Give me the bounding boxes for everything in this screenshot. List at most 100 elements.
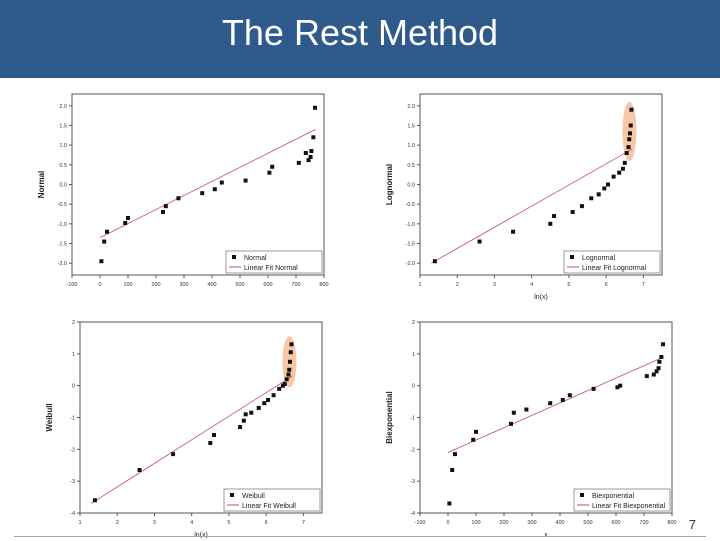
y-tick-label: 0.0 xyxy=(407,183,415,189)
data-point xyxy=(552,213,557,218)
y-tick-label: -1.0 xyxy=(58,222,67,228)
x-tick-label: 2 xyxy=(456,282,459,288)
x-tick-label: 5 xyxy=(227,520,230,526)
data-point xyxy=(548,401,553,406)
data-point xyxy=(262,401,267,406)
legend-box xyxy=(225,250,323,274)
y-axis-label: Weibull xyxy=(45,403,54,431)
data-point xyxy=(161,210,165,215)
y-tick-label: -1.5 xyxy=(58,242,67,248)
y-tick-label: -0.5 xyxy=(406,202,415,208)
slide-title: The Rest Method xyxy=(221,12,499,53)
legend-point-marker xyxy=(580,493,584,497)
x-tick-label: 0 xyxy=(98,282,101,288)
y-tick-label: 2.0 xyxy=(59,104,67,110)
fit-line xyxy=(447,356,664,453)
y-tick-label: 2 xyxy=(412,320,415,326)
y-tick-label: 0.5 xyxy=(59,163,67,169)
y-tick-label: 0 xyxy=(412,384,415,390)
x-tick-label: 100 xyxy=(471,520,480,526)
x-axis-label: ln(x) xyxy=(534,294,548,301)
data-point xyxy=(282,382,287,387)
lognormal-plot: 1 2 3 4 5 6 7 -2.0 -1.5 -1.0 -0.5 0.0 0.5 1.0 1.5 2.0 ln… xyxy=(385,93,663,301)
y-tick-label: -4 xyxy=(70,511,75,517)
x-tick-label: 400 xyxy=(555,520,564,526)
data-point xyxy=(651,372,656,377)
data-point xyxy=(256,405,261,410)
data-point xyxy=(611,174,616,179)
data-point xyxy=(450,468,455,473)
x-tick-label: 500 xyxy=(583,520,592,526)
x-tick-label: 1 xyxy=(418,282,421,288)
data-point xyxy=(627,131,632,136)
y-tick-label: -2 xyxy=(70,447,75,453)
data-point xyxy=(511,229,516,234)
data-point xyxy=(570,210,575,215)
y-tick-label: -2.0 xyxy=(58,261,67,267)
y-tick-label: -2 xyxy=(410,447,415,453)
data-point xyxy=(622,160,627,165)
title-bar xyxy=(0,0,720,78)
data-point xyxy=(267,170,272,175)
plot-frame xyxy=(79,321,323,514)
data-point xyxy=(137,468,142,473)
data-point xyxy=(200,191,205,196)
data-point xyxy=(238,425,243,430)
legend-points-label: Normal xyxy=(244,255,267,262)
data-point xyxy=(659,355,664,360)
biexponential-plot: -100 0 100 200 300 400 500 600 700 800 -4 -3 -2 -1 0 1 2… xyxy=(385,320,677,539)
data-point xyxy=(92,498,97,503)
data-point xyxy=(219,180,224,185)
legend-box xyxy=(223,488,321,512)
data-point xyxy=(626,145,631,150)
x-tick-label: 600 xyxy=(611,520,620,526)
data-point xyxy=(105,229,109,234)
x-tick-label: 3 xyxy=(493,282,496,288)
data-point xyxy=(243,178,248,183)
data-point xyxy=(208,440,213,445)
data-point xyxy=(212,187,217,192)
data-point xyxy=(644,374,649,379)
data-point xyxy=(286,372,291,377)
data-point xyxy=(126,215,130,220)
legend-box xyxy=(563,250,661,274)
data-point xyxy=(123,221,128,226)
x-tick-label: 500 xyxy=(235,282,244,288)
x-tick-label: -100 xyxy=(414,520,425,526)
data-point xyxy=(308,154,313,159)
data-point xyxy=(163,204,168,209)
weibull-plot: 1 2 3 4 5 6 7 -4 -3 -2 -1 0 1 2 ln(x) Weibull Weibull Lin… xyxy=(45,320,323,539)
x-tick-label: 6 xyxy=(605,282,608,288)
y-tick-label: 1.0 xyxy=(59,143,67,149)
normal-plot: -100 0 100 200 300 400 500 600 700 800 -2.0 -1.5 -1.… xyxy=(37,93,329,288)
data-point xyxy=(289,342,294,347)
data-point xyxy=(271,393,276,398)
y-tick-label: -2.0 xyxy=(406,261,415,267)
x-tick-label: 4 xyxy=(190,520,193,526)
data-point xyxy=(471,437,476,442)
plot-frame xyxy=(419,321,673,514)
legend-point-marker xyxy=(232,255,236,259)
legend-line-label: Linear Fit Normal xyxy=(244,265,298,272)
data-point xyxy=(241,418,246,423)
data-point xyxy=(266,397,271,402)
x-tick-label: 800 xyxy=(319,282,328,288)
data-point xyxy=(589,196,594,201)
data-point xyxy=(287,359,292,364)
x-tick-label: 100 xyxy=(123,282,132,288)
data-point xyxy=(306,158,311,163)
y-tick-label: -3 xyxy=(410,479,415,485)
data-point xyxy=(602,186,607,191)
data-point xyxy=(176,196,181,201)
legend-box xyxy=(573,488,671,512)
legend-point-marker xyxy=(570,255,574,259)
data-point xyxy=(560,397,565,402)
data-point xyxy=(627,137,632,142)
data-point xyxy=(311,135,316,140)
y-tick-label: -1 xyxy=(70,416,75,422)
legend-points-label: Weibull xyxy=(242,493,265,500)
data-point xyxy=(284,377,289,382)
y-tick-label: 2.0 xyxy=(407,104,415,110)
x-tick-label: 5 xyxy=(567,282,570,288)
y-tick-label: -3 xyxy=(70,479,75,485)
